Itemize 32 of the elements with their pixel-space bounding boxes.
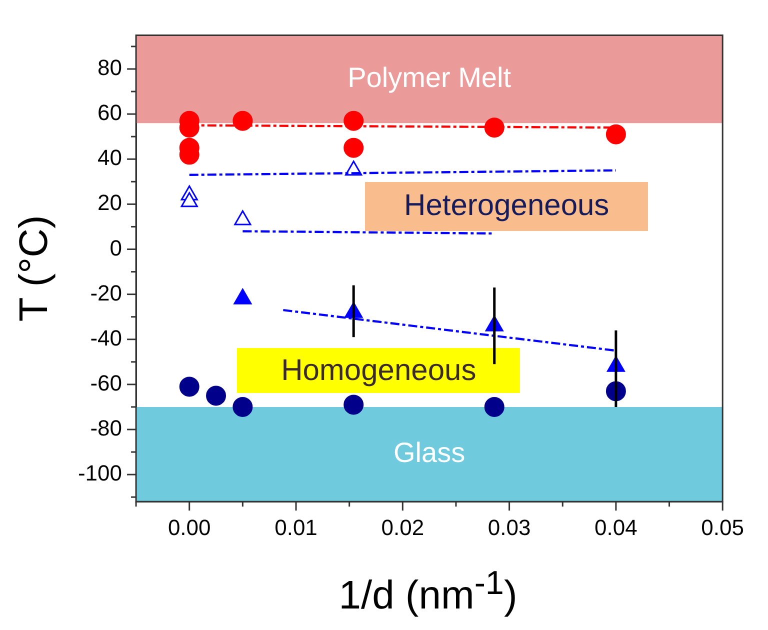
x-tick-label: 0.02: [381, 514, 424, 540]
point: [344, 110, 364, 131]
annotation: Homogeneous: [281, 354, 476, 388]
point: [206, 386, 226, 406]
y-tick-label: -60: [90, 370, 122, 396]
point: [344, 138, 364, 158]
point: [484, 396, 504, 417]
point: [232, 396, 253, 417]
x-tick-label: 0.01: [274, 514, 318, 540]
point: [484, 118, 504, 138]
y-tick-label: 0: [110, 235, 122, 260]
x-tick-label: 0.05: [701, 514, 744, 540]
annotation: Heterogeneous: [404, 189, 610, 224]
band-label: Glass: [394, 437, 466, 468]
y-tick-label: 80: [98, 55, 122, 80]
point: [179, 376, 200, 397]
y-tick-label: -100: [78, 460, 122, 486]
y-tick-label: -40: [90, 325, 122, 350]
point: [606, 124, 626, 144]
x-tick-label: 0.00: [168, 514, 211, 540]
y-tick-label: 60: [98, 100, 122, 126]
y-tick-label: 20: [98, 190, 122, 216]
y-tick-label: -80: [90, 416, 122, 441]
x-tick-label: 0.03: [488, 514, 531, 540]
point: [232, 110, 253, 131]
y-axis-title: T (°C): [12, 215, 56, 322]
y-tick-label: -20: [90, 280, 122, 306]
x-axis-title: 1/d (nm$^{-1}$): [338, 564, 518, 620]
point: [344, 394, 364, 415]
y-tick-label: 40: [98, 145, 122, 170]
x-tick-label: 0.04: [594, 514, 638, 540]
band-label: Polymer Melt: [348, 62, 512, 93]
